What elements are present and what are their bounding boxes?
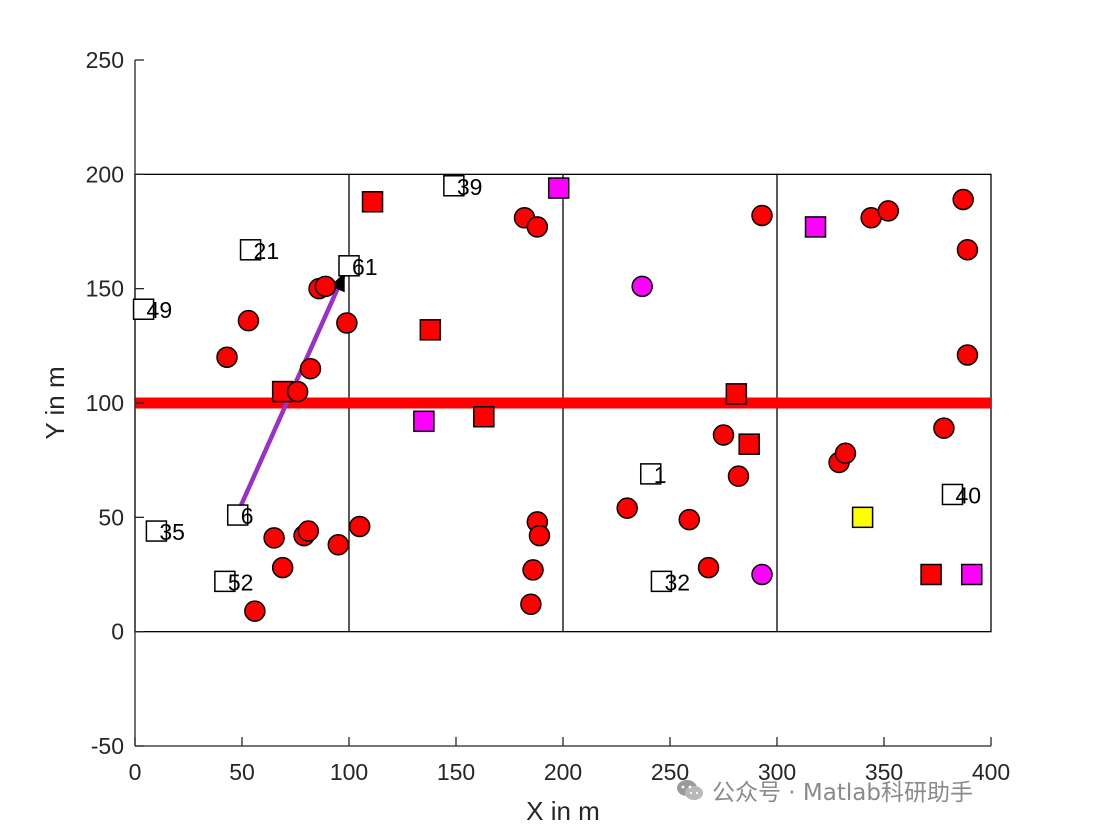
- square-marker: [920, 563, 942, 586]
- square-marker: [851, 506, 874, 529]
- square-marker: [650, 570, 673, 593]
- node-label: 52: [228, 569, 254, 595]
- circle-marker: [297, 520, 320, 542]
- square-marker: [547, 177, 570, 199]
- y-tick-label: 100: [86, 390, 124, 416]
- circle-marker: [952, 188, 974, 211]
- x-tick-label: 350: [865, 759, 903, 785]
- square-marker: [725, 383, 748, 405]
- square-marker: [443, 175, 465, 197]
- x-tick-label: 400: [972, 759, 1010, 785]
- circle-marker: [522, 559, 544, 581]
- node-label: 40: [955, 482, 981, 508]
- circle-marker: [751, 563, 773, 586]
- circle-marker: [631, 275, 653, 298]
- y-tick-label: 0: [111, 619, 124, 645]
- x-tick-label: 300: [758, 759, 796, 785]
- circle-marker: [286, 380, 309, 403]
- node-label: 61: [352, 254, 378, 280]
- circle-marker: [933, 417, 955, 439]
- square-marker: [960, 563, 983, 586]
- x-tick-label: 100: [330, 759, 368, 785]
- node-label: 6: [241, 503, 254, 529]
- circle-marker: [616, 497, 638, 519]
- circle-marker: [526, 216, 549, 238]
- node-label: 21: [254, 238, 280, 264]
- circle-marker: [834, 442, 857, 465]
- square-marker: [639, 463, 662, 485]
- watermark-text: 公众号 · Matlab科研助手: [712, 780, 973, 806]
- y-tick-label: 150: [86, 276, 124, 302]
- square-marker: [804, 216, 827, 238]
- circle-marker: [528, 524, 551, 547]
- plot-area: 0 50 100 150 200 250 300 350 400-500501001502002…: [40, 47, 1010, 826]
- node-label: 39: [457, 174, 483, 200]
- circle-marker: [727, 465, 750, 487]
- circle-marker: [697, 556, 720, 579]
- circle-marker: [244, 600, 266, 622]
- wechat-icon: [677, 780, 703, 800]
- square-marker: [473, 405, 495, 428]
- square-marker: [145, 520, 168, 542]
- x-tick-label: 250: [651, 759, 689, 785]
- square-marker: [413, 410, 435, 433]
- circle-marker: [237, 309, 260, 332]
- circle-marker: [956, 344, 979, 366]
- square-marker: [239, 239, 262, 261]
- node-label: 49: [147, 297, 173, 323]
- circle-marker: [348, 515, 371, 538]
- circle-marker: [751, 204, 773, 227]
- watermark: 公众号 · Matlab科研助手: [676, 772, 973, 808]
- x-axis-label: X in m: [526, 796, 600, 826]
- y-tick-label: -50: [91, 733, 124, 759]
- y-tick-label: 50: [98, 504, 124, 530]
- circle-marker: [956, 239, 979, 261]
- y-tick-label: 200: [86, 161, 124, 187]
- x-tick-label: 150: [437, 759, 475, 785]
- square-marker: [132, 298, 155, 320]
- circle-marker: [877, 200, 900, 222]
- square-marker: [419, 319, 442, 341]
- node-label: 1: [654, 462, 667, 488]
- circle-marker: [216, 346, 238, 369]
- circle-marker: [712, 424, 735, 446]
- square-marker: [361, 191, 384, 213]
- square-marker: [338, 255, 360, 277]
- x-tick-label: 200: [544, 759, 582, 785]
- circle-marker: [271, 556, 294, 579]
- circle-marker: [314, 275, 337, 298]
- node-label: 32: [664, 569, 690, 595]
- square-marker: [738, 433, 760, 455]
- circle-marker: [678, 508, 701, 531]
- square-marker: [214, 570, 236, 593]
- circle-marker: [336, 312, 358, 334]
- square-marker: [941, 483, 964, 506]
- circle-marker: [520, 593, 542, 615]
- circle-marker: [299, 357, 322, 380]
- node-label: 35: [159, 519, 185, 545]
- y-tick-label: 250: [86, 47, 124, 73]
- x-tick-label: 50: [229, 759, 255, 785]
- x-tick-label: 0: [129, 759, 142, 785]
- circle-marker: [263, 527, 285, 549]
- y-axis-label: Y in m: [40, 366, 70, 439]
- square-marker: [226, 504, 249, 526]
- circle-marker: [327, 534, 350, 556]
